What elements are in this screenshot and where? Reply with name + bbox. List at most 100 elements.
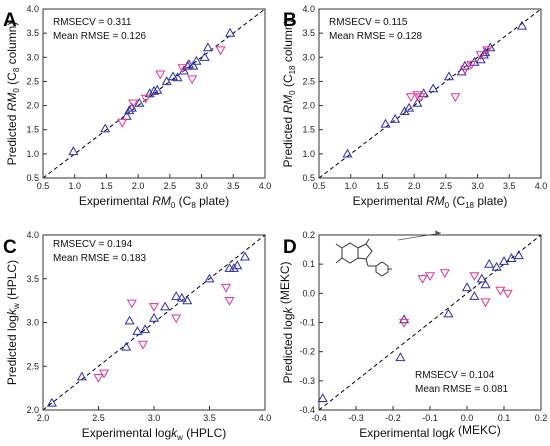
identity-line [42,234,266,411]
y-tick-label: 3.5 [26,28,39,38]
point-pink-triangle [148,303,160,312]
rmsecv-annotation: RMSECV = 0.311 [53,17,132,28]
x-axis-label-part-0: Experimental [79,194,152,208]
point-pink-triangle [98,369,110,379]
mean-rmse-annotation: Mean RMSE = 0.128 [329,31,423,42]
point-pink-triangle [128,99,139,109]
y-tick-label: 2.5 [302,76,315,86]
point-blue-triangle [202,42,213,52]
point-blue-triangle [134,97,145,107]
x-tick-label: 4.0 [259,181,272,191]
point-pink-triangle [137,340,148,350]
point-blue-triangle [506,253,517,262]
x-tick-label: 1.0 [344,181,357,191]
y-axis-label-part-4: 18 [288,65,297,74]
point-pink-triangle [93,374,104,383]
point-blue-triangle [160,301,171,311]
point-pink-triangle [171,314,182,324]
point-pink-triangle [424,272,436,282]
x-tick-label: 1.5 [100,181,113,191]
panel-d: -0.4 -0.3 -0.2 -0.1 0.0 0.1 0.2 -0.4 -0.3 -0.2 -0.… [278,230,547,440]
panel-letter: C [3,237,17,258]
y-axis-label: Predicted RM0 (C18 column) [281,19,297,167]
point-blue-triangle [188,60,199,70]
point-pink-triangle [466,60,477,70]
y-tick-label: 3.0 [26,52,39,62]
point-pink-triangle [417,275,428,284]
point-pink-triangle [502,289,513,299]
x-tick-label: 2.5 [164,181,177,191]
point-blue-triangle [412,97,423,107]
point-blue-triangle [395,352,406,362]
x-axis-label: Experimental RM0 (C18 plate) [353,194,508,210]
point-blue-triangle [428,83,439,93]
point-pink-triangle [482,46,493,56]
point-blue-triangle [46,397,57,407]
y-axis-label-part-3: (C [5,72,19,88]
point-pink-triangle [155,70,166,80]
rmsecv-annotation: RMSECV = 0.115 [329,17,408,28]
point-blue-triangle [161,76,172,86]
y-tick-label: 0.0 [302,288,315,298]
point-blue-triangle [204,273,215,283]
y-tick-label: 2.5 [26,361,39,371]
x-tick-label: 3.5 [203,413,216,423]
point-blue-triangle [228,263,239,272]
x-tick-label: 0.5 [37,181,50,191]
x-tick-label: 0.2 [535,413,548,423]
point-blue-triangle [232,260,243,270]
y-tick-label: 0.5 [302,173,315,183]
lactone-ring-shape [357,243,373,260]
methyl-bond-bottom [335,257,343,264]
point-blue-triangle [176,292,187,302]
x-axis-label-part-3: (MEKC) [455,423,501,437]
point-pink-triangle [187,75,198,85]
y-axis-label-part-2: 0 [288,90,297,95]
x-axis-label-part-4: 18 [465,201,474,210]
y-tick-label: 0.1 [302,259,315,269]
point-pink-triangle [459,65,470,75]
x-tick-label: 3.0 [148,413,161,423]
point-pink-triangle [224,297,235,306]
point-blue-triangle [443,308,454,318]
x-axis-label-part-2: w [176,433,183,442]
y-tick-label: 0.2 [302,230,315,240]
y-tick-label: -0.4 [299,405,315,415]
point-blue-triangle [484,258,495,268]
y-axis-label-part-1: RM [5,93,19,112]
y-tick-label: 2.0 [26,405,39,415]
x-tick-label: 2.5 [440,181,453,191]
x-axis-label-part-0: Experimental log [82,426,171,440]
y-tick-label: 3.0 [302,52,315,62]
point-blue-triangle [100,123,111,133]
y-axis-label-part-1: RM [281,95,295,114]
point-blue-triangle [461,282,473,292]
point-blue-triangle [124,105,135,115]
point-blue-triangle [469,291,480,300]
x-tick-label: 0.0 [461,413,474,423]
x-axis-label: Experimental logk (MEKC) [359,423,500,440]
point-pink-triangle [495,286,506,296]
x-tick-label: 3.0 [471,181,484,191]
y-tick-label: 4.0 [26,4,39,14]
point-pink-triangle [399,318,410,328]
point-blue-triangle [121,110,132,120]
inset-arrow-head [435,230,441,236]
x-tick-label: 3.0 [195,181,208,191]
y-tick-label: 2.5 [26,76,39,86]
point-blue-triangle [199,52,210,61]
point-blue-triangle [498,256,510,265]
point-blue-triangle [390,113,401,123]
point-blue-triangle [140,324,151,334]
y-tick-label: 3.5 [26,274,39,284]
plot-frame [42,8,266,179]
molecule-inset [335,230,442,277]
y-tick-label: 3.5 [302,28,315,38]
point-pink-triangle [439,269,450,279]
x-axis-label-part-1: RM [426,194,445,208]
point-blue-triangle [342,148,353,158]
y-axis-label-part-0: Predicted log [5,315,19,385]
point-blue-triangle [148,85,160,95]
y-axis-label-part-1: k [5,308,19,315]
